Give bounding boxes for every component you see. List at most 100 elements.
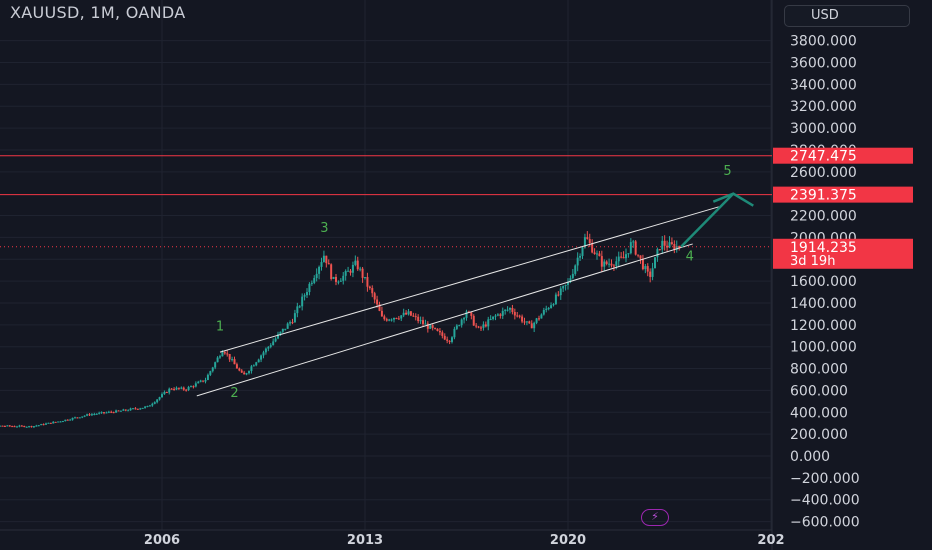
candle-body (248, 371, 250, 374)
candle-body (223, 352, 226, 354)
drawings: 1 2 3 4 5 (0, 155, 772, 401)
price-tick-label: 2600.000 (790, 165, 857, 181)
price-tick-label: 200.000 (790, 427, 848, 443)
candle-body (550, 305, 553, 309)
candle-body (25, 426, 28, 428)
chart-grid (0, 0, 773, 550)
candle-body (238, 368, 241, 371)
candle-body (397, 318, 400, 320)
price-axis: 3800.000 3600.000 3400.000 3200.000 3000.000… (773, 34, 913, 531)
candle-body (204, 380, 207, 382)
candle-body (554, 294, 557, 305)
candle-body (656, 249, 659, 258)
candle-body (588, 239, 591, 244)
price-tick-label: 3600.000 (790, 56, 857, 72)
currency-button[interactable]: USD (784, 5, 910, 27)
candle-body (277, 334, 279, 339)
candle-body (194, 383, 197, 387)
candle-body (117, 410, 120, 412)
candle-body (545, 308, 548, 310)
candle-body (165, 392, 168, 394)
candle-body (562, 286, 565, 289)
price-tick-label: −600.000 (790, 515, 860, 531)
candle-body (322, 255, 325, 263)
candle-body (327, 263, 330, 265)
candle-body (583, 237, 586, 248)
candle-body (86, 414, 89, 416)
candle-body (385, 319, 388, 321)
candle-body (622, 257, 625, 259)
candle-body (475, 325, 478, 327)
channel-lower-line (196, 243, 693, 397)
price-tick-label: 600.000 (790, 383, 848, 399)
candle-body (513, 312, 516, 316)
candle-body (453, 328, 456, 338)
candle-body (325, 255, 328, 264)
candle-body (339, 280, 342, 282)
candle-body (506, 309, 509, 311)
candle-body (501, 310, 504, 316)
lightning-icon[interactable]: ⚡ (641, 509, 669, 526)
candle-body (409, 311, 412, 316)
candle-body (335, 276, 337, 282)
candle-body (540, 314, 543, 319)
candle-body (405, 312, 408, 315)
candle-body (35, 425, 38, 427)
candle-body (332, 276, 335, 279)
candle-body (376, 299, 379, 305)
wave-label: 1 (216, 319, 224, 334)
candle-body (569, 278, 572, 282)
channel-upper-line (219, 206, 719, 353)
bar-countdown-label: 3d 19h (790, 254, 835, 269)
candle-body (429, 325, 432, 329)
candle-body (192, 386, 195, 388)
price-tick-label: 2200.000 (790, 209, 857, 225)
candle-body (417, 316, 420, 322)
candle-body (670, 242, 673, 244)
candle-body (180, 387, 183, 389)
candle-body (122, 409, 125, 411)
candle-body (233, 359, 236, 365)
candle-body (509, 308, 511, 310)
candle-body (380, 310, 383, 317)
candle-body (610, 263, 613, 266)
candle-body (393, 317, 395, 320)
last-price-tag (773, 238, 913, 269)
candle-body (463, 317, 466, 320)
candle-body (499, 314, 502, 316)
candle-body (8, 425, 11, 427)
candle-body (620, 256, 623, 258)
candle-body (293, 313, 296, 323)
candle-body (308, 283, 311, 293)
candle-body (492, 316, 495, 319)
price-tick-label: 1000.000 (790, 340, 857, 356)
candle-body (235, 364, 238, 369)
price-tick-label: 1600.000 (790, 274, 857, 290)
candle-body (484, 324, 487, 327)
price-tick-label: −200.000 (790, 471, 860, 487)
candle-body (472, 315, 475, 326)
price-tick-label: 3400.000 (790, 77, 857, 93)
price-tick-label: 0.000 (790, 449, 830, 465)
candle-body (460, 319, 463, 326)
candle-body (315, 273, 318, 279)
candle-body (81, 416, 84, 418)
candle-body (95, 413, 98, 415)
candle-body (0, 425, 2, 427)
candle-body (228, 353, 231, 360)
candle-body (390, 319, 393, 321)
candle-body (627, 253, 630, 255)
price-tick-label: 1400.000 (790, 296, 857, 312)
candle-body (272, 341, 275, 346)
candle-body (487, 319, 490, 327)
candle-body (673, 243, 676, 250)
candle-body (605, 261, 608, 265)
candle-body (511, 308, 514, 313)
candle-body (412, 315, 415, 317)
price-tick-label: 3000.000 (790, 121, 857, 137)
price-tick-label: 1200.000 (790, 318, 857, 334)
candle-body (349, 270, 352, 273)
candle-body (591, 243, 594, 253)
candle-body (161, 394, 163, 398)
